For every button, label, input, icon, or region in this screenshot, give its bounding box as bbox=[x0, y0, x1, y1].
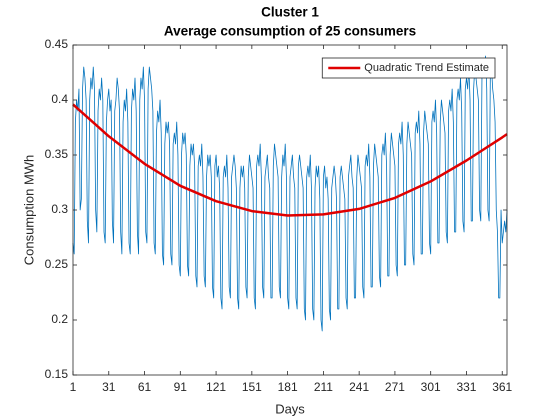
legend-label: Quadratic Trend Estimate bbox=[364, 62, 489, 74]
y-axis-label: Consumption MWh bbox=[21, 155, 36, 266]
chart-title: Cluster 1 bbox=[261, 5, 319, 20]
x-tick-label: 241 bbox=[349, 380, 369, 394]
x-tick-label: 151 bbox=[242, 380, 262, 394]
x-tick-label: 361 bbox=[492, 380, 512, 394]
y-tick-label: 0.2 bbox=[51, 312, 68, 326]
y-tick-label: 0.35 bbox=[45, 147, 69, 161]
y-tick-label: 0.25 bbox=[45, 257, 69, 271]
x-tick-label: 1 bbox=[70, 380, 77, 394]
x-tick-label: 181 bbox=[278, 380, 298, 394]
y-tick-label: 0.4 bbox=[51, 92, 68, 106]
y-tick-label: 0.3 bbox=[51, 202, 68, 216]
chart-subtitle: Average consumption of 25 consumers bbox=[164, 24, 416, 39]
x-tick-label: 31 bbox=[102, 380, 116, 394]
y-tick-label: 0.45 bbox=[45, 37, 69, 51]
legend: Quadratic Trend Estimate bbox=[321, 57, 496, 79]
data-line bbox=[72, 103, 508, 217]
x-tick-label: 91 bbox=[174, 380, 188, 394]
x-tick-label: 301 bbox=[421, 380, 441, 394]
x-tick-label: 121 bbox=[206, 380, 226, 394]
x-tick-label: 331 bbox=[456, 380, 476, 394]
y-tick-label: 0.15 bbox=[45, 367, 69, 381]
x-axis-label: Days bbox=[275, 401, 305, 416]
x-tick-label: 61 bbox=[138, 380, 152, 394]
data-line bbox=[72, 55, 508, 332]
x-tick-label: 211 bbox=[314, 380, 333, 394]
x-tick-label: 271 bbox=[385, 380, 405, 394]
legend-box bbox=[321, 57, 496, 79]
